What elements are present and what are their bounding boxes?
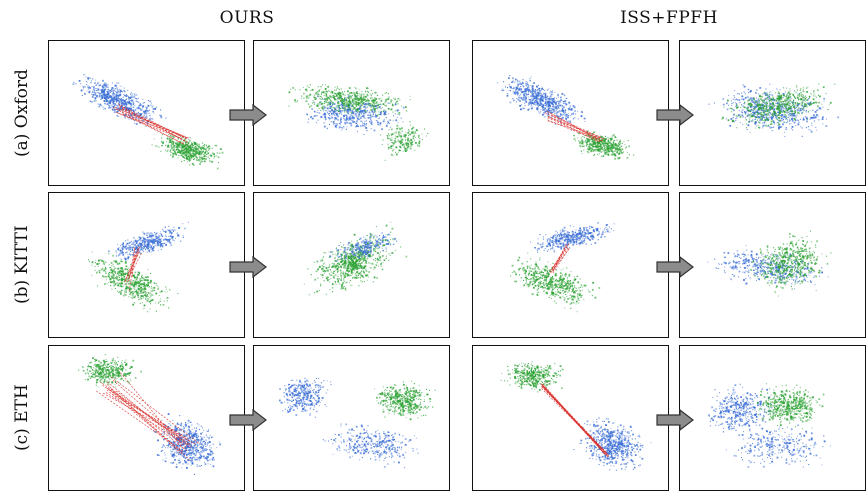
transform-arrow-icon-oxford-ours — [229, 103, 267, 127]
point-cloud-image — [303, 221, 408, 296]
point-cloud-image — [708, 83, 840, 138]
column-title-iss-fpfh: ISS+FPFH — [620, 8, 718, 28]
row-label-kitti: (b) KITTI — [12, 225, 32, 305]
panel-kitti-ours-result — [253, 192, 450, 338]
point-cloud-image — [500, 361, 652, 471]
panel-eth-ours-result — [253, 345, 450, 491]
row-label-oxford: (a) Oxford — [12, 69, 32, 157]
point-cloud-image — [87, 221, 189, 313]
panel-eth-ours-input — [48, 345, 245, 491]
column-title-ours: OURS — [219, 8, 275, 28]
point-cloud-image — [496, 75, 635, 160]
panel-oxford-iss-fpfh-input — [472, 40, 669, 186]
panel-oxford-iss-fpfh-result — [679, 40, 866, 186]
panel-oxford-ours-input — [48, 40, 245, 186]
panel-eth-iss-fpfh-input — [472, 345, 669, 491]
point-cloud-image — [288, 84, 429, 161]
panel-eth-iss-fpfh-result — [679, 345, 866, 491]
point-cloud-image — [278, 377, 436, 469]
panel-kitti-iss-fpfh-result — [679, 192, 866, 338]
transform-arrow-icon-eth-ours — [229, 408, 267, 432]
point-cloud-image — [707, 230, 832, 297]
point-cloud-image — [78, 354, 222, 476]
point-cloud-image — [510, 221, 615, 313]
point-cloud-image — [72, 73, 224, 170]
transform-arrow-icon-eth-iss-fpfh — [656, 408, 694, 432]
panel-oxford-ours-result — [253, 40, 450, 186]
panel-kitti-ours-input — [48, 192, 245, 338]
row-label-eth: (c) ETH — [12, 384, 32, 452]
point-cloud-image — [708, 383, 832, 468]
transform-arrow-icon-kitti-iss-fpfh — [656, 255, 694, 279]
panel-kitti-iss-fpfh-input — [472, 192, 669, 338]
transform-arrow-icon-oxford-iss-fpfh — [656, 103, 694, 127]
transform-arrow-icon-kitti-ours — [229, 255, 267, 279]
